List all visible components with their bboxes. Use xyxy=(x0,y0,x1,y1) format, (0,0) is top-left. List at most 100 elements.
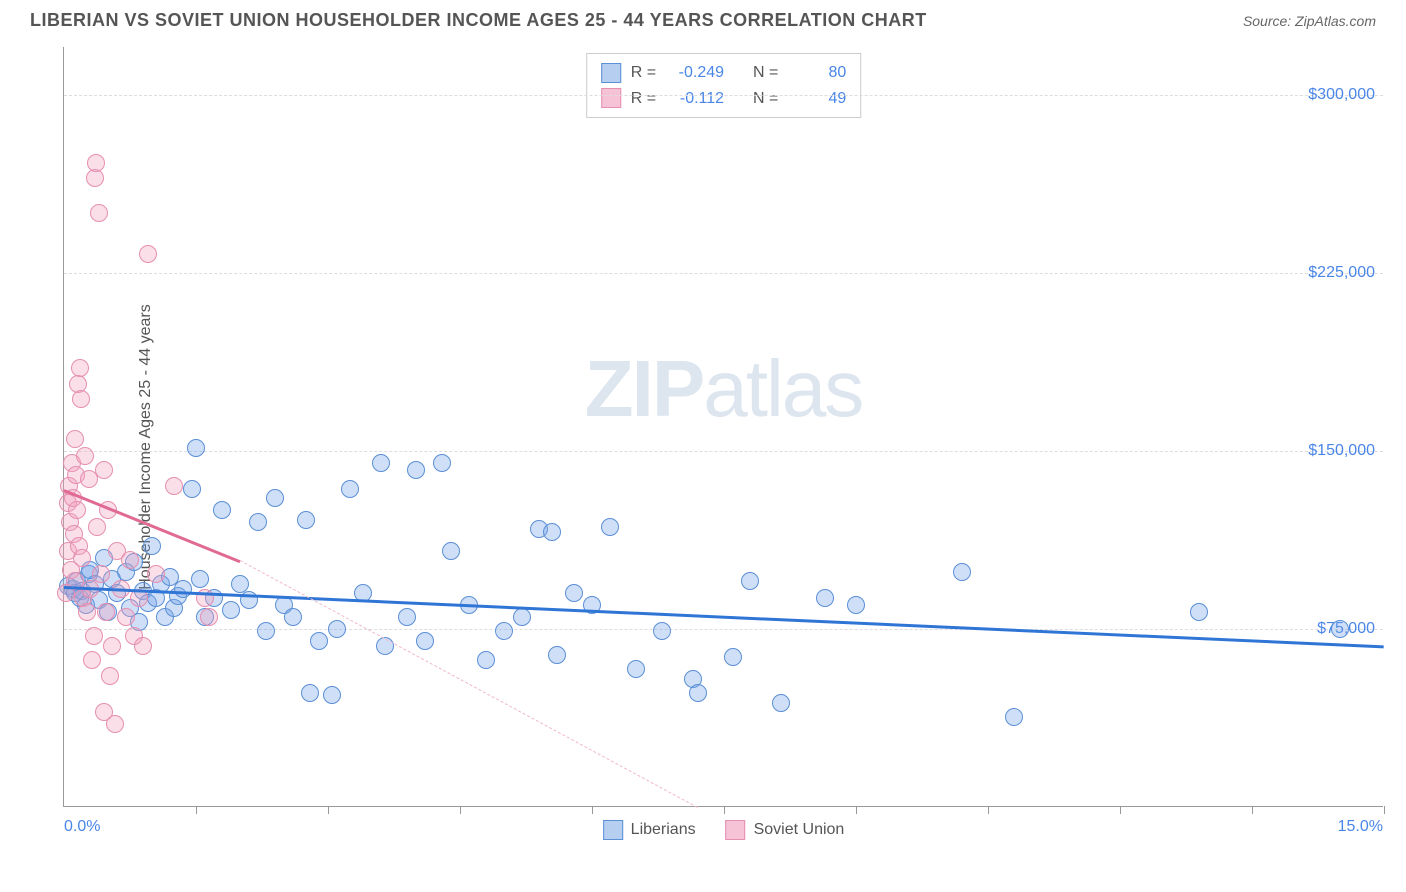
y-tick-label: $225,000 xyxy=(1308,264,1375,282)
scatter-point xyxy=(323,686,341,704)
scatter-point xyxy=(187,439,205,457)
legend-item: Liberians xyxy=(603,820,696,840)
x-tick xyxy=(988,806,989,814)
stats-row: R =-0.249 N =80 xyxy=(601,60,847,86)
scatter-point xyxy=(71,359,89,377)
r-label: R = xyxy=(631,60,656,86)
scatter-point xyxy=(416,632,434,650)
x-range-label: 0.0% xyxy=(64,818,100,836)
scatter-point xyxy=(310,632,328,650)
scatter-point xyxy=(121,551,139,569)
gridline xyxy=(64,273,1383,274)
gridline xyxy=(64,451,1383,452)
scatter-point xyxy=(724,648,742,666)
scatter-point xyxy=(117,608,135,626)
scatter-point xyxy=(627,660,645,678)
correlation-stats-box: R =-0.249 N =80R =-0.112 N =49 xyxy=(586,53,862,118)
scatter-point xyxy=(73,549,91,567)
legend-item: Soviet Union xyxy=(726,820,845,840)
scatter-point xyxy=(101,667,119,685)
scatter-point xyxy=(297,511,315,529)
scatter-point xyxy=(953,563,971,581)
gridline xyxy=(64,95,1383,96)
r-value: -0.112 xyxy=(666,86,724,112)
scatter-point xyxy=(76,447,94,465)
r-label: R = xyxy=(631,86,656,112)
scatter-point xyxy=(398,608,416,626)
series-swatch xyxy=(601,63,621,83)
scatter-point xyxy=(97,603,115,621)
scatter-point xyxy=(88,518,106,536)
scatter-point xyxy=(1005,708,1023,726)
x-tick xyxy=(592,806,593,814)
scatter-point xyxy=(257,622,275,640)
n-value: 49 xyxy=(788,86,846,112)
chart-container: Householder Income Ages 25 - 44 years ZI… xyxy=(13,37,1393,857)
scatter-point xyxy=(328,620,346,638)
scatter-point xyxy=(653,622,671,640)
scatter-point xyxy=(513,608,531,626)
scatter-point xyxy=(477,651,495,669)
y-tick-label: $150,000 xyxy=(1308,442,1375,460)
scatter-point xyxy=(231,575,249,593)
scatter-point xyxy=(147,565,165,583)
scatter-point xyxy=(442,542,460,560)
scatter-point xyxy=(548,646,566,664)
n-value: 80 xyxy=(788,60,846,86)
scatter-point xyxy=(200,608,218,626)
scatter-point xyxy=(495,622,513,640)
x-tick xyxy=(328,806,329,814)
n-label: N = xyxy=(753,86,778,112)
legend-swatch xyxy=(726,820,746,840)
scatter-point xyxy=(90,204,108,222)
x-tick xyxy=(1384,806,1385,814)
scatter-point xyxy=(741,572,759,590)
x-tick xyxy=(196,806,197,814)
scatter-point xyxy=(134,637,152,655)
scatter-point xyxy=(85,627,103,645)
x-tick xyxy=(1120,806,1121,814)
scatter-point xyxy=(372,454,390,472)
scatter-point xyxy=(847,596,865,614)
scatter-point xyxy=(543,523,561,541)
scatter-point xyxy=(83,651,101,669)
scatter-point xyxy=(772,694,790,712)
scatter-point xyxy=(1331,620,1349,638)
scatter-point xyxy=(433,454,451,472)
scatter-point xyxy=(92,565,110,583)
watermark-atlas: atlas xyxy=(703,344,862,433)
scatter-point xyxy=(72,390,90,408)
scatter-point xyxy=(213,501,231,519)
scatter-point xyxy=(341,480,359,498)
scatter-point xyxy=(601,518,619,536)
scatter-point xyxy=(78,603,96,621)
scatter-point xyxy=(66,430,84,448)
scatter-point xyxy=(249,513,267,531)
source-prefix: Source: xyxy=(1243,13,1295,29)
r-value: -0.249 xyxy=(666,60,724,86)
scatter-point xyxy=(284,608,302,626)
scatter-point xyxy=(95,703,113,721)
scatter-point xyxy=(174,580,192,598)
legend-swatch xyxy=(603,820,623,840)
source-name: ZipAtlas.com xyxy=(1295,13,1376,29)
watermark: ZIPatlas xyxy=(585,343,862,435)
scatter-point xyxy=(301,684,319,702)
scatter-point xyxy=(165,477,183,495)
y-tick-label: $300,000 xyxy=(1308,86,1375,104)
scatter-point xyxy=(68,501,86,519)
series-swatch xyxy=(601,88,621,108)
scatter-point xyxy=(191,570,209,588)
x-tick xyxy=(856,806,857,814)
series-legend: Liberians Soviet Union xyxy=(603,820,845,840)
chart-title: LIBERIAN VS SOVIET UNION HOUSEHOLDER INC… xyxy=(30,10,927,31)
scatter-point xyxy=(87,154,105,172)
scatter-point xyxy=(689,684,707,702)
scatter-point xyxy=(95,461,113,479)
source-attribution: Source: ZipAtlas.com xyxy=(1243,13,1376,29)
legend-label: Soviet Union xyxy=(754,821,845,839)
plot-area: ZIPatlas R =-0.249 N =80R =-0.112 N =49 … xyxy=(63,47,1383,807)
scatter-point xyxy=(407,461,425,479)
scatter-point xyxy=(143,537,161,555)
x-tick xyxy=(460,806,461,814)
